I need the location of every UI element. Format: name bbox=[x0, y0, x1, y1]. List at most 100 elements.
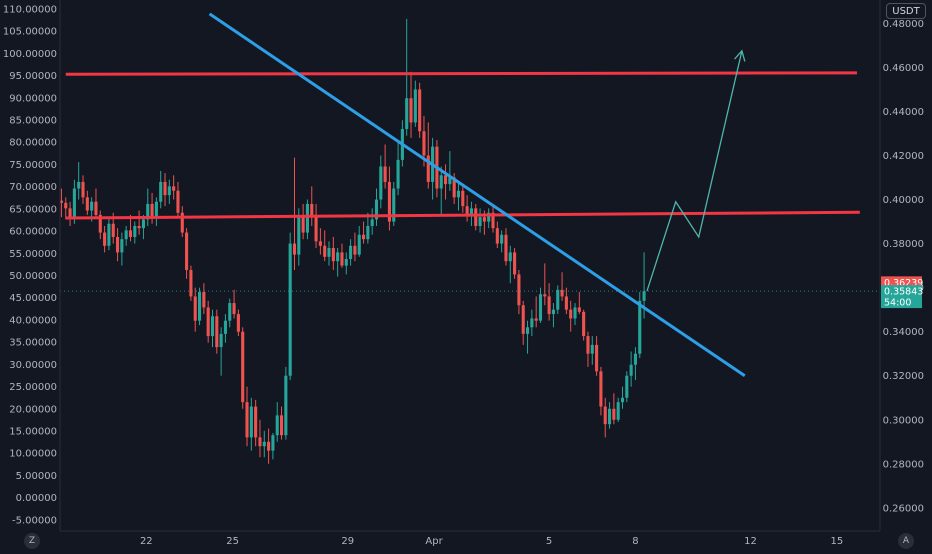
candle bbox=[603, 397, 607, 438]
candle bbox=[336, 247, 340, 277]
candle-body bbox=[154, 201, 158, 218]
candle-body bbox=[176, 190, 180, 213]
candle-body bbox=[413, 89, 417, 123]
candle bbox=[370, 208, 374, 235]
candle-body bbox=[396, 159, 400, 189]
candle-body bbox=[638, 300, 642, 354]
candle bbox=[374, 188, 379, 226]
candle bbox=[85, 190, 89, 215]
timezone-icon[interactable]: Z bbox=[24, 533, 40, 549]
candle bbox=[202, 283, 206, 315]
auto-scale-icon[interactable]: A bbox=[898, 533, 914, 549]
candle bbox=[560, 272, 564, 301]
candle-body bbox=[564, 296, 568, 310]
candle-body bbox=[586, 336, 590, 354]
candle bbox=[556, 285, 560, 315]
candle bbox=[284, 366, 288, 440]
candle bbox=[275, 402, 279, 442]
candle-body bbox=[370, 219, 374, 226]
candle bbox=[176, 181, 180, 218]
candle-body bbox=[521, 305, 525, 334]
candle-body bbox=[137, 225, 141, 229]
candle-body bbox=[495, 228, 499, 244]
left-tick-label: 40.00000 bbox=[9, 315, 57, 326]
candle-body bbox=[508, 252, 512, 262]
candle-body bbox=[336, 252, 340, 262]
candle bbox=[534, 296, 538, 328]
left-tick-label: 75.00000 bbox=[9, 160, 57, 171]
candle bbox=[249, 397, 253, 451]
candle-body bbox=[59, 200, 63, 203]
candle bbox=[64, 197, 68, 220]
candle-body bbox=[159, 181, 163, 202]
right-tick-label: 0.26000 bbox=[883, 503, 924, 514]
candle bbox=[361, 221, 366, 244]
candle-body bbox=[633, 353, 637, 365]
candle bbox=[629, 351, 633, 387]
candle bbox=[167, 179, 171, 204]
currency-unit-badge[interactable]: USDT bbox=[886, 3, 926, 19]
candle-body bbox=[482, 217, 486, 222]
candle-body bbox=[133, 225, 137, 237]
candle-body bbox=[210, 316, 215, 337]
candle-body bbox=[625, 375, 629, 398]
candle-body bbox=[150, 203, 154, 218]
candle-body bbox=[275, 415, 279, 436]
left-tick-label: 55.00000 bbox=[9, 249, 57, 260]
candle bbox=[612, 393, 616, 425]
candle-body bbox=[474, 208, 478, 226]
price-tag-box bbox=[881, 296, 922, 309]
candle-body bbox=[361, 234, 366, 240]
time-tick-label: 25 bbox=[226, 536, 239, 547]
candle-series bbox=[59, 18, 646, 464]
candle bbox=[582, 309, 586, 341]
candle-body bbox=[530, 318, 534, 328]
candle bbox=[219, 327, 223, 376]
candle-body bbox=[163, 181, 167, 196]
candle-body bbox=[284, 375, 288, 436]
left-tick-label: 30.00000 bbox=[9, 360, 57, 371]
candle-body bbox=[409, 98, 413, 123]
candle bbox=[193, 287, 197, 332]
time-axis[interactable]: 22 25 29 Apr 5 8 12 15 bbox=[140, 536, 843, 547]
candle-body bbox=[305, 203, 309, 233]
candle bbox=[521, 300, 525, 345]
price-tag-label: 54:00 bbox=[884, 298, 911, 309]
candle bbox=[357, 225, 361, 257]
candle-body bbox=[418, 89, 422, 132]
left-tick-label: 70.00000 bbox=[9, 182, 57, 193]
right-tick-label: 0.42000 bbox=[883, 151, 924, 162]
left-tick-label: 25.00000 bbox=[9, 382, 57, 393]
left-tick-label: 105.00000 bbox=[3, 27, 57, 38]
candle bbox=[392, 181, 396, 226]
candle-body bbox=[90, 201, 94, 211]
candle-body bbox=[111, 223, 115, 237]
candle-body bbox=[228, 303, 232, 321]
candle bbox=[500, 230, 504, 253]
candle bbox=[314, 203, 318, 248]
candle-body bbox=[219, 333, 223, 348]
candle bbox=[638, 292, 642, 359]
candle-body bbox=[206, 307, 210, 337]
candle bbox=[633, 347, 637, 381]
candle bbox=[551, 303, 555, 328]
candle-body bbox=[349, 245, 353, 260]
candle-body bbox=[254, 406, 258, 438]
left-tick-label: 80.00000 bbox=[9, 138, 57, 149]
candle bbox=[103, 225, 107, 253]
candle-body bbox=[543, 294, 547, 297]
candle bbox=[59, 188, 63, 218]
price-tag: 0.35843 bbox=[881, 285, 923, 298]
candle bbox=[146, 188, 150, 226]
candle bbox=[620, 386, 625, 409]
candle bbox=[508, 245, 512, 284]
candle-body bbox=[323, 245, 327, 257]
candle bbox=[474, 203, 478, 231]
candle bbox=[206, 300, 210, 343]
candle-body bbox=[616, 402, 620, 420]
right-tick-label: 0.32000 bbox=[883, 371, 924, 382]
candle-body bbox=[77, 181, 81, 189]
candle-body bbox=[452, 177, 456, 198]
candle-body bbox=[353, 245, 357, 255]
